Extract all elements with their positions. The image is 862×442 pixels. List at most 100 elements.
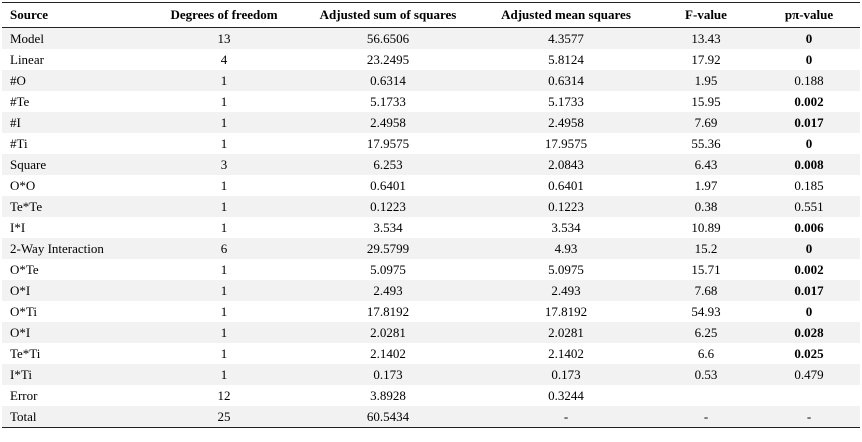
header-row: Source Degrees of freedom Adjusted sum o… [2,2,860,28]
table-cell-ss: 5.0975 [298,259,478,280]
table-cell-p-value: 0.008 [758,154,860,175]
table-cell-ms: 0.6401 [478,175,654,196]
table-cell-ss: 17.9575 [298,133,478,154]
table-cell-source: Error [2,385,150,406]
table-cell-p-value: 0 [758,238,860,259]
table-row: Model 13 56.6506 4.3577 13.43 0 [2,27,860,49]
table-cell-p-value: 0.017 [758,112,860,133]
table-row: Total 25 60.5434- - - [2,406,860,428]
table-cell-p-value: 0.028 [758,322,860,343]
table-cell-source: O*Te [2,259,150,280]
table-cell-ms: 2.4958 [478,112,654,133]
table-cell-df: 25 [150,406,298,428]
table-cell-f-value: 1.97 [654,175,758,196]
table-cell-ss: 56.6506 [298,27,478,49]
table-row: I*I 1 3.534 3.534 10.89 0.006 [2,217,860,238]
header-source: Source [2,2,150,28]
table-cell-f-value: 13.43 [654,27,758,49]
table-cell-ms: 3.534 [478,217,654,238]
table-cell-ss: 3.8928 [298,385,478,406]
table-cell-df: 1 [150,217,298,238]
table-row: Te*Te 1 0.1223 0.1223 0.38 0.551 [2,196,860,217]
header-f-value: F-value [654,2,758,28]
table-cell-ms: 17.9575 [478,133,654,154]
table-cell-ms: 5.1733 [478,91,654,112]
table-cell-ss: 5.1733 [298,91,478,112]
table-cell-ms: 5.8124 [478,49,654,70]
table-cell-source: #Te [2,91,150,112]
table-cell-p-value: - [758,406,860,428]
table-cell-f-value: 6.25 [654,322,758,343]
table-cell-ss: 2.0281 [298,322,478,343]
table-cell-f-value: 0.38 [654,196,758,217]
table-cell-ms: 5.0975 [478,259,654,280]
table-cell-source: Linear [2,49,150,70]
table-row: Error 12 3.8928 0.3244 [2,385,860,406]
table-cell-ss: 60.5434 [298,406,478,428]
table-cell-df: 1 [150,364,298,385]
table-cell-df: 1 [150,259,298,280]
table-row: Square 3 6.253 2.0843 6.43 0.008 [2,154,860,175]
table-cell-f-value: 6.43 [654,154,758,175]
table-cell-ms: 2.0281 [478,322,654,343]
table-cell-ms: 2.493 [478,280,654,301]
table-row: O*Ti 1 17.8192 17.8192 54.93 0 [2,301,860,322]
table-cell-source: O*Ti [2,301,150,322]
table-cell-source: #Ti [2,133,150,154]
table-cell-ss: 0.173 [298,364,478,385]
table-cell-ss: 0.6401 [298,175,478,196]
table-cell-f-value: 15.95 [654,91,758,112]
table-cell-f-value [654,385,758,406]
table-cell-ms: - [478,406,654,428]
table-row: Te*Ti 1 2.1402 2.1402 6.6 0.025 [2,343,860,364]
anova-table: Source Degrees of freedom Adjusted sum o… [2,2,860,428]
header-adjusted-sum-of-squares: Adjusted sum of squares [298,2,478,28]
table-cell-ss: 17.8192 [298,301,478,322]
table-cell-ss: 3.534 [298,217,478,238]
table-cell-df: 13 [150,27,298,49]
header-adjusted-mean-squares: Adjusted mean squares [478,2,654,28]
table-cell-df: 1 [150,133,298,154]
table-cell-ms: 4.93 [478,238,654,259]
table-cell-p-value: 0.025 [758,343,860,364]
table-cell-df: 1 [150,322,298,343]
table-cell-p-value: 0.002 [758,259,860,280]
table-cell-df: 6 [150,238,298,259]
table-cell-df: 3 [150,154,298,175]
table-cell-ss: 2.1402 [298,343,478,364]
table-cell-df: 1 [150,91,298,112]
table-cell-df: 4 [150,49,298,70]
table-cell-ss: 0.6314 [298,70,478,91]
table-cell-df: 1 [150,70,298,91]
table-cell-source: Te*Te [2,196,150,217]
table-cell-source: 2-Way Interaction [2,238,150,259]
table-cell-f-value: 6.6 [654,343,758,364]
table-cell-f-value: 17.92 [654,49,758,70]
table-row: 2-Way Interaction 6 29.5799 4.93 15.2 0 [2,238,860,259]
table-cell-f-value: 1.95 [654,70,758,91]
table-cell-ms: 4.3577 [478,27,654,49]
table-cell-source: O*I [2,322,150,343]
table-cell-source: O*O [2,175,150,196]
table-cell-ms: 0.1223 [478,196,654,217]
table-cell-ss: 2.4958 [298,112,478,133]
table-cell-f-value: 54.93 [654,301,758,322]
table-row: O*I 1 2.0281 2.0281 6.25 0.028 [2,322,860,343]
table-cell-df: 1 [150,112,298,133]
table-cell-df: 1 [150,280,298,301]
table-cell-source: Total [2,406,150,428]
table-cell-p-value: 0.017 [758,280,860,301]
table-cell-f-value: 10.89 [654,217,758,238]
table-cell-df: 1 [150,301,298,322]
table-cell-p-value: 0.479 [758,364,860,385]
table-cell-f-value: 7.68 [654,280,758,301]
table-cell-f-value: 0.53 [654,364,758,385]
table-cell-source: Square [2,154,150,175]
table-cell-f-value: 15.2 [654,238,758,259]
table-row: #Te 1 5.1733 5.1733 15.95 0.002 [2,91,860,112]
table-cell-source: I*I [2,217,150,238]
table-row: O*Te 1 5.0975 5.0975 15.71 0.002 [2,259,860,280]
table-cell-f-value: 7.69 [654,112,758,133]
table-cell-source: I*Ti [2,364,150,385]
table-row: #Ti 1 17.9575 17.9575 55.36 0 [2,133,860,154]
